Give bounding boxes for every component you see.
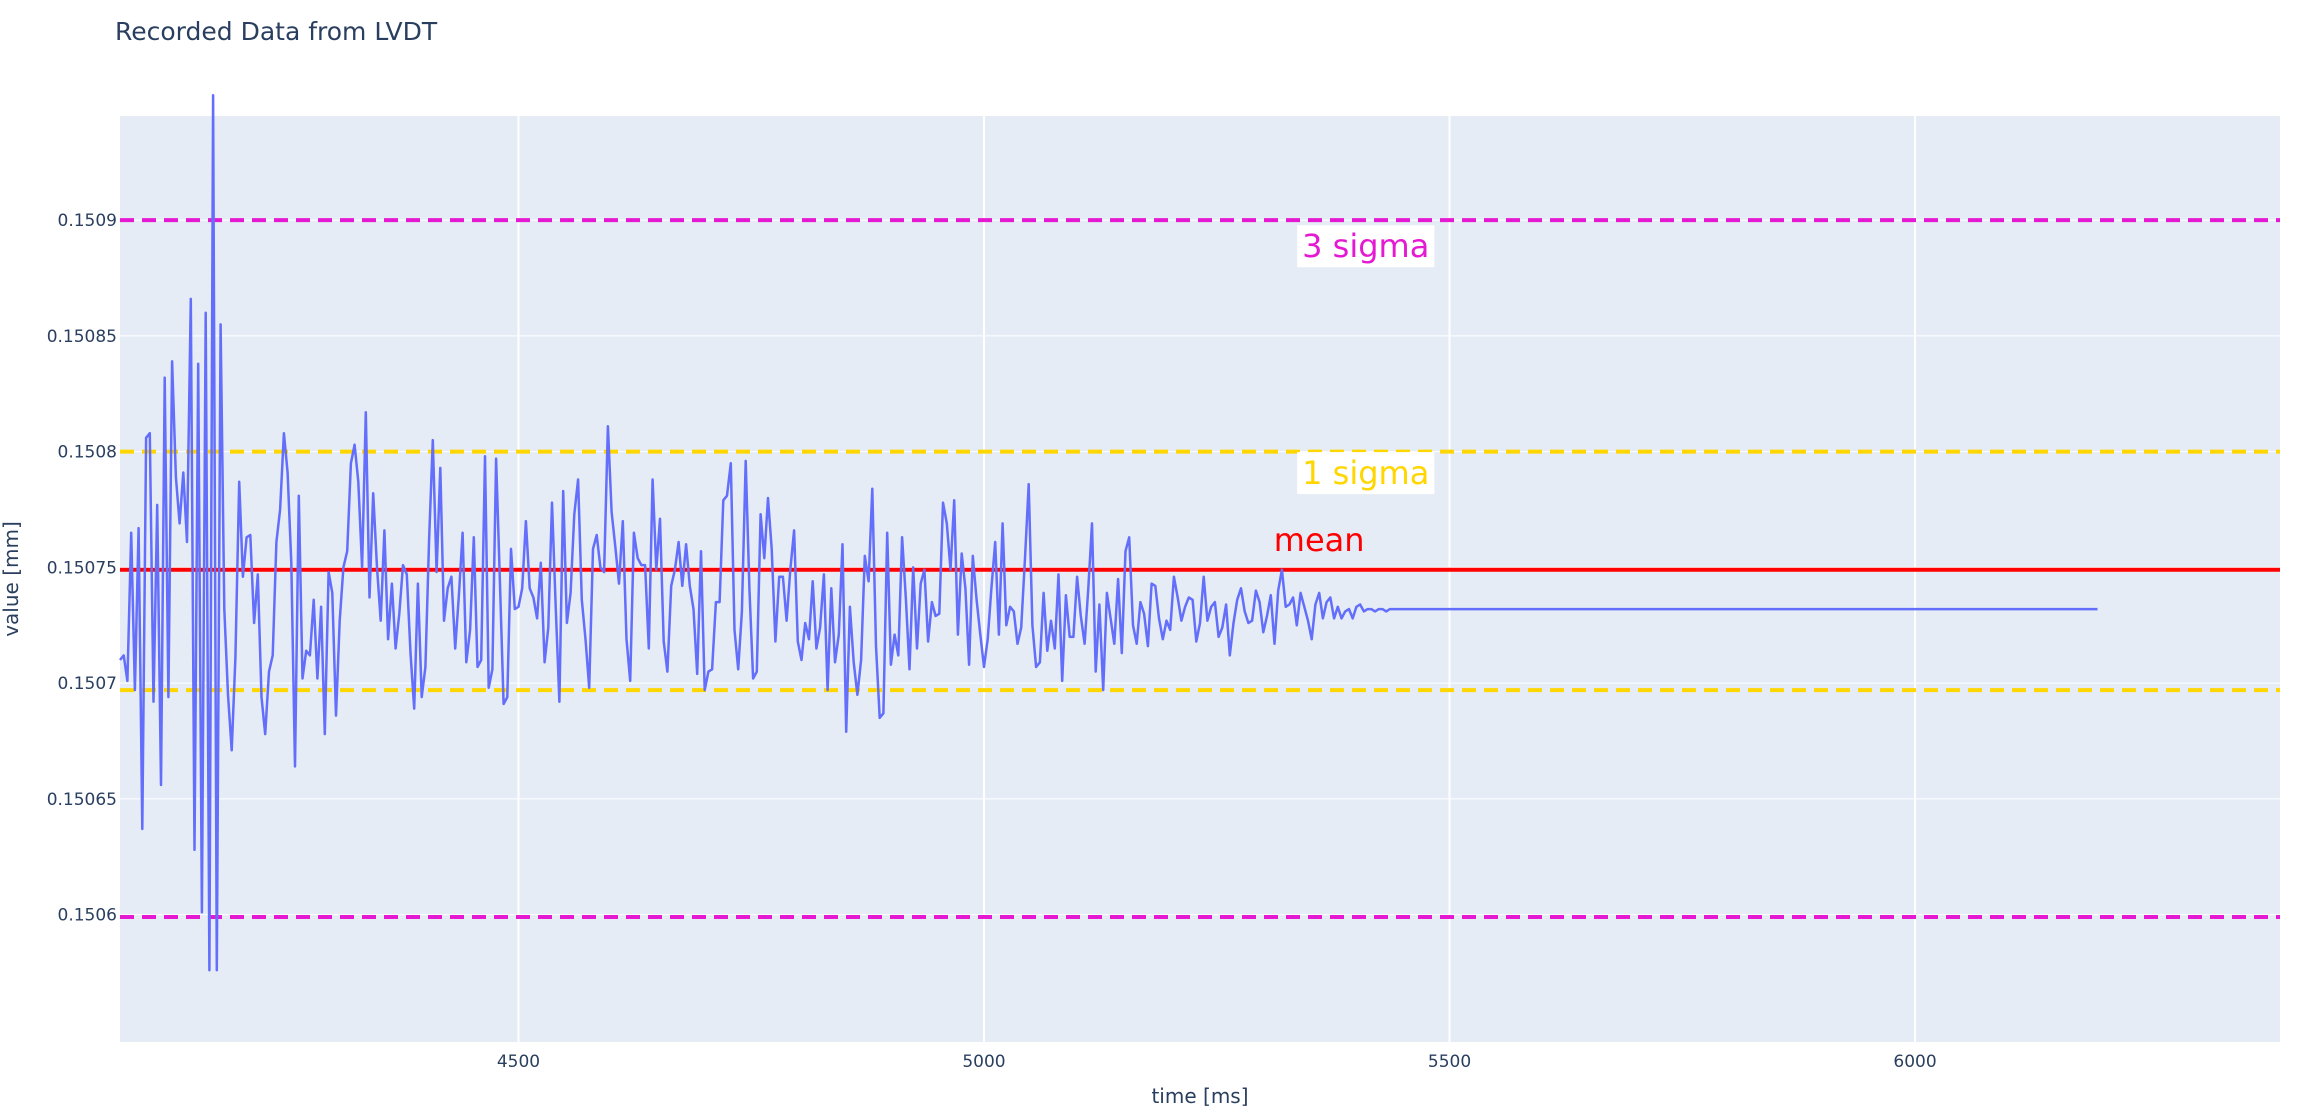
x-tick-label: 5000 — [962, 1052, 1005, 1072]
chart-title: Recorded Data from LVDT — [115, 17, 438, 46]
x-tick-label: 5500 — [1428, 1052, 1471, 1072]
y-tick-label: 0.15075 — [47, 558, 117, 578]
reference-lines — [120, 218, 2280, 919]
annotation-background — [1297, 225, 1435, 268]
y-tick-label: 0.15085 — [47, 327, 117, 347]
series-group — [119, 93, 2098, 972]
x-tick-label: 6000 — [1893, 1052, 1936, 1072]
y-tick-label: 0.1506 — [58, 906, 117, 926]
annotations: 3 sigma 1 sigma mean — [1274, 225, 1435, 559]
y-tick-label: 0.15065 — [47, 790, 117, 810]
y-tick-label: 0.1507 — [58, 674, 117, 694]
plot-area — [120, 116, 2280, 1042]
x-axis-title: time [ms] — [1151, 1084, 1248, 1108]
y-axis-title: value [mm] — [0, 521, 23, 637]
y-tick-label: 0.1508 — [58, 443, 117, 463]
y-axis-ticks: 0.1506 0.15065 0.1507 0.15075 0.1508 0.15085 0… — [47, 211, 117, 926]
annotation-label: 1 sigma — [1302, 454, 1429, 492]
annotation-label: mean — [1274, 521, 1365, 559]
annotation-label: 3 sigma — [1302, 227, 1429, 265]
x-axis-ticks: 4500 5000 5500 6000 — [497, 1052, 1937, 1072]
x-tick-label: 4500 — [497, 1052, 540, 1072]
annotation-background — [1297, 452, 1435, 495]
y-tick-label: 0.1509 — [58, 211, 117, 231]
series-line — [119, 93, 2098, 972]
